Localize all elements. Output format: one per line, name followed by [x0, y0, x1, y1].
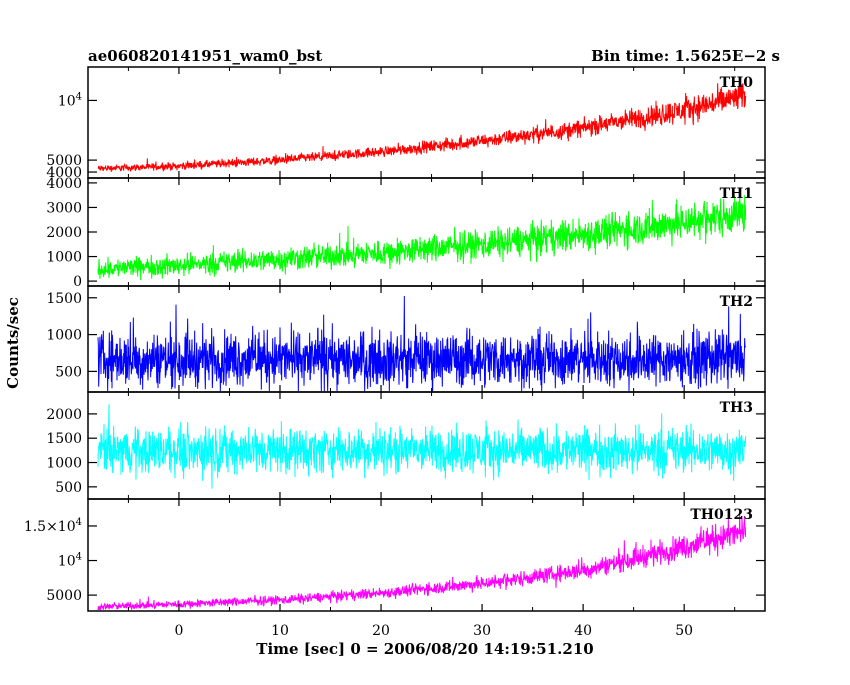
panel-frame [87, 498, 766, 612]
series-line-th3 [97, 404, 747, 489]
series-line-th0 [97, 82, 747, 173]
y-tick-label: 3000 [46, 200, 82, 216]
y-tick-label: 1000 [46, 456, 82, 472]
x-tick-label: 10 [271, 623, 289, 639]
x-tick-label: 0 [174, 623, 183, 639]
x-tick-label: 50 [675, 623, 693, 639]
chart-title: ae060820141951_wam0_bst [88, 47, 322, 65]
bin-time-label: Bin time: 1.5625E−2 s [591, 47, 780, 65]
y-tick-label: 1000 [46, 250, 82, 266]
series-line-th2 [97, 295, 746, 393]
series-label-th3: TH3 [720, 400, 753, 416]
series-line-th1 [97, 194, 747, 281]
series-line-th0123 [97, 512, 747, 612]
series-label-th2: TH2 [720, 294, 753, 310]
y-tick-label: 104 [58, 552, 82, 570]
x-axis-label: Time [sec] 0 = 2006/08/20 14:19:51.210 [256, 640, 593, 658]
y-tick-label: 5000 [46, 588, 82, 604]
y-axis-label: Counts/sec [4, 297, 22, 389]
panel-th1: 0 1000 2000 3000 4000 TH1 [46, 176, 766, 290]
y-tick-label: 1500 [46, 291, 82, 307]
y-tick-label: 500 [55, 364, 82, 380]
y-tick-label: 2000 [46, 225, 82, 241]
y-tick-label: 0 [73, 274, 82, 290]
panel-th3: 500 1000 1500 2000 TH3 [46, 391, 766, 500]
series-label-th0: TH0 [720, 75, 754, 91]
panel-th0123: 5000 104 1.5×104 TH0123 [24, 498, 766, 612]
y-tick-label: 5000 [46, 153, 82, 169]
y-tick-label: 1000 [46, 328, 82, 344]
x-tick-label: 30 [473, 623, 491, 639]
y-tick-label: 1500 [46, 431, 82, 447]
series-label-th1: TH1 [720, 186, 753, 202]
x-tick-label: 40 [574, 623, 592, 639]
y-tick-label: 1.5×104 [24, 517, 82, 535]
y-tick-label: 4000 [46, 165, 82, 181]
y-tick-label: 104 [58, 91, 82, 109]
panel-th2: 500 1000 1500 TH2 [46, 285, 766, 393]
panels: 40005000104TH001000200030004000TH1500100… [24, 66, 766, 639]
y-tick-label: 500 [55, 480, 82, 496]
y-tick-label: 4000 [46, 176, 82, 192]
x-tick-label: 20 [372, 623, 390, 639]
panel-frame [87, 66, 766, 179]
y-tick-label: 2000 [46, 407, 82, 423]
series-label-th0123: TH0123 [690, 507, 753, 523]
